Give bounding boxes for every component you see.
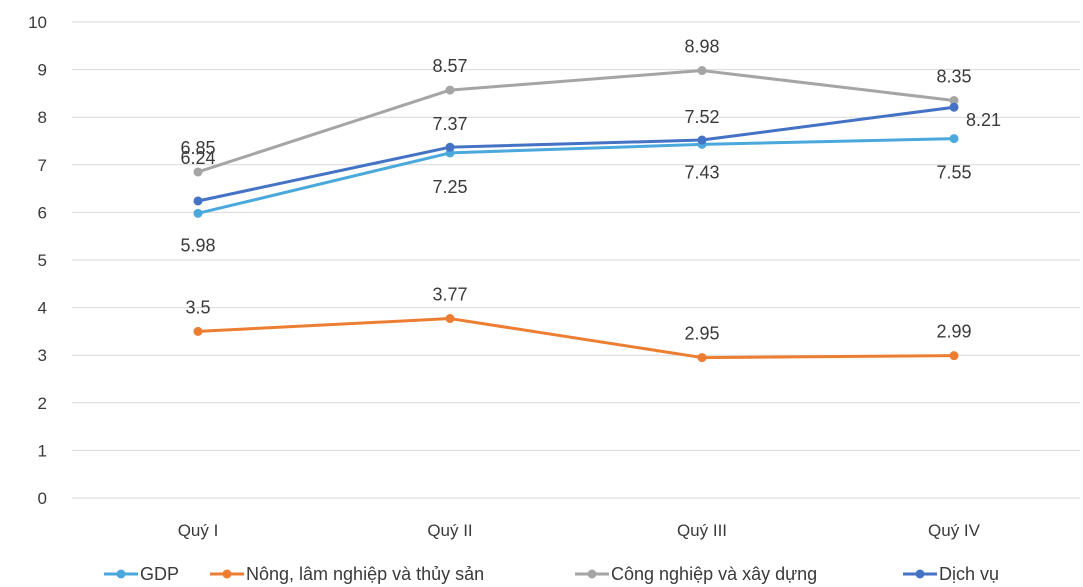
legend-label: Dịch vụ (939, 564, 999, 584)
x-tick-label: Quý IV (928, 521, 981, 540)
legend-marker (915, 569, 925, 579)
data-label: 3.77 (432, 285, 467, 305)
data-point (697, 353, 707, 363)
data-label: 8.57 (432, 56, 467, 76)
data-point (445, 142, 455, 152)
y-tick-label: 9 (38, 61, 47, 80)
y-tick-label: 10 (28, 13, 47, 32)
y-tick-label: 6 (38, 203, 47, 222)
legend: GDP Nông, lâm nghiệp và thủy sản Công nghi… (104, 564, 999, 584)
data-point (445, 314, 455, 324)
data-labels: 5.98 7.25 7.43 7.55 3.5 3.77 2.95 2.99 6.85 8.57 8… (180, 37, 1001, 344)
x-axis: Quý I Quý II Quý III Quý IV (178, 521, 981, 540)
data-point (949, 96, 959, 106)
data-point (949, 134, 959, 144)
y-axis: 0 1 2 3 4 5 6 7 8 9 10 (28, 13, 47, 508)
series-line (196, 69, 956, 174)
data-point (697, 66, 707, 76)
data-label: 3.5 (185, 297, 210, 317)
data-label: 2.95 (684, 324, 719, 344)
y-tick-label: 2 (38, 394, 47, 413)
data-point (949, 102, 959, 112)
data-point (193, 196, 203, 206)
data-label: 8.98 (684, 37, 719, 57)
legend-label: GDP (140, 564, 179, 584)
data-label: 7.43 (684, 162, 719, 182)
data-label: 5.98 (180, 235, 215, 255)
legend-marker (222, 569, 232, 579)
x-tick-label: Quý III (677, 521, 727, 540)
series-lines (196, 69, 956, 360)
x-tick-label: Quý II (427, 521, 472, 540)
legend-marker (116, 569, 126, 579)
y-tick-label: 4 (38, 299, 47, 318)
data-label: 6.85 (180, 138, 215, 158)
legend-label: Nông, lâm nghiệp và thủy sản (246, 564, 484, 584)
y-tick-label: 3 (38, 346, 47, 365)
data-point (193, 167, 203, 177)
y-tick-label: 0 (38, 489, 47, 508)
x-tick-label: Quý I (178, 521, 219, 540)
data-label: 7.25 (432, 177, 467, 197)
data-point (697, 135, 707, 145)
data-label: 8.21 (966, 110, 1001, 130)
series-line (196, 105, 956, 203)
data-label: 7.55 (936, 163, 971, 183)
data-point (445, 85, 455, 95)
series-line (196, 137, 956, 215)
gridlines (72, 21, 1080, 499)
data-label: 8.35 (936, 67, 971, 87)
data-label: 2.99 (936, 322, 971, 342)
data-label: 7.37 (432, 114, 467, 134)
data-point (949, 351, 959, 361)
legend-label: Công nghiệp và xây dựng (611, 564, 817, 584)
y-tick-label: 8 (38, 108, 47, 127)
data-point (193, 326, 203, 336)
legend-marker (587, 569, 597, 579)
data-label: 7.52 (684, 107, 719, 127)
y-tick-label: 7 (38, 156, 47, 175)
data-label: 6.24 (180, 148, 215, 168)
y-tick-label: 5 (38, 251, 47, 270)
series-points (193, 66, 959, 363)
data-point (193, 208, 203, 218)
y-tick-label: 1 (38, 441, 47, 460)
series-line (196, 317, 956, 360)
